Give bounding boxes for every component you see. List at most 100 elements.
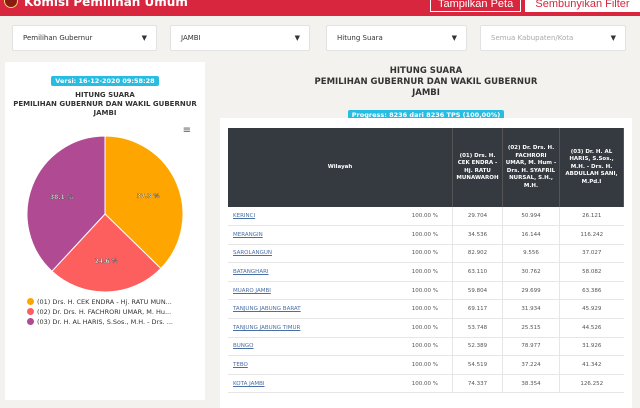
votes-03: 44.526 <box>559 318 624 338</box>
header-candidate-01[interactable]: (01) Drs. H. CEK ENDRA - Hj. RATU MUNAWA… <box>452 128 503 207</box>
progress-cell: 100.00 % <box>371 244 453 264</box>
votes-02: 78.977 <box>502 337 560 357</box>
votes-02: 38.354 <box>502 374 560 394</box>
votes-01: 74.337 <box>452 374 503 394</box>
select-value: JAMBI <box>181 34 201 42</box>
votes-03: 63.386 <box>559 281 624 301</box>
table-row: TANJUNG JABUNG TIMUR 100.00 % 53.748 25.515… <box>228 318 624 338</box>
progress-cell: 100.00 % <box>371 281 453 301</box>
version-badge: Versi: 16-12-2020 09:58:28 <box>51 76 159 86</box>
region-link[interactable]: KOTA JAMBI <box>228 374 372 394</box>
region-link[interactable]: BATANGHARI <box>228 262 372 282</box>
select-placeholder: Semua Kabupaten/Kota <box>491 34 574 42</box>
votes-02: 25.515 <box>502 318 560 338</box>
election-type-select[interactable]: Pemilihan Gubernur ▼ <box>12 25 157 51</box>
progress-cell: 100.00 % <box>371 207 453 227</box>
votes-02: 9.556 <box>502 244 560 264</box>
title-line: JAMBI <box>412 88 440 98</box>
progress-cell: 100.00 % <box>371 374 453 394</box>
legend-item[interactable]: (01) Drs. H. CEK ENDRA - Hj. RATU MUN... <box>27 297 173 307</box>
votes-01: 82.902 <box>452 244 503 264</box>
table-row: MUARO JAMBI 100.00 % 59.804 29.699 63.386 <box>228 281 624 301</box>
votes-01: 69.117 <box>452 299 503 320</box>
table-row: KERINCI 100.00 % 29.704 50.994 26.121 <box>228 207 624 227</box>
votes-03: 31.926 <box>559 337 624 357</box>
app-title: Komisi Pemilihan Umum <box>24 0 188 9</box>
table-row: SAROLANGUN 100.00 % 82.902 9.556 37.027 <box>228 244 624 264</box>
region-link[interactable]: MUARO JAMBI <box>228 281 372 301</box>
votes-02: 29.699 <box>502 281 560 301</box>
table-row: TANJUNG JABUNG BARAT 100.00 % 69.117 31.934… <box>228 299 624 320</box>
header-candidate-03[interactable]: (03) Dr. H. AL HARIS, S.Sos., M.H. - Drs… <box>559 128 624 207</box>
votes-01: 63.110 <box>452 262 503 282</box>
show-map-button[interactable]: Tampilkan Peta <box>430 0 522 12</box>
progress-cell: 100.00 % <box>371 262 453 282</box>
hamburger-icon[interactable]: ≡ <box>182 125 191 136</box>
pie-slice-2[interactable] <box>51 213 162 293</box>
progress-cell: 100.00 % <box>371 355 453 375</box>
top-navbar: Komisi Pemilihan Umum Tampilkan Peta Sem… <box>0 0 640 16</box>
votes-03: 116.242 <box>559 225 624 245</box>
region-link[interactable]: TEBO <box>228 355 372 375</box>
header-wilayah[interactable]: Wilayah <box>228 128 453 207</box>
table-row: BUNGO 100.00 % 52.389 78.977 31.926 <box>228 337 624 357</box>
regency-select[interactable]: Semua Kabupaten/Kota ▼ <box>480 25 626 51</box>
legend-dot-icon <box>27 298 34 305</box>
legend-label: (03) Dr. H. AL HARIS, S.Sos., M.H. - Drs… <box>37 318 173 326</box>
province-select[interactable]: JAMBI ▼ <box>170 25 310 51</box>
region-link[interactable]: MERANGIN <box>228 225 372 245</box>
title-line: HITUNG SUARA <box>389 66 463 76</box>
results-table-container: Wilayah (01) Drs. H. CEK ENDRA - Hj. RAT… <box>220 118 632 408</box>
legend-label: (02) Dr. Drs. H. FACHRORI UMAR, M. Hu... <box>37 308 172 316</box>
votes-03: 45.929 <box>559 299 624 320</box>
votes-03: 126.252 <box>559 374 624 394</box>
chart-panel: Versi: 16-12-2020 09:58:28 HITUNG SUARA … <box>5 62 205 400</box>
select-value: Hitung Suara <box>337 34 383 42</box>
pie-label-3: 38.1 % <box>50 194 73 201</box>
votes-03: 41.342 <box>559 355 624 375</box>
votes-03: 26.121 <box>559 207 624 227</box>
votes-02: 37.224 <box>502 355 560 375</box>
votes-02: 31.934 <box>502 299 560 320</box>
title-line: JAMBI <box>93 109 117 117</box>
pie-slice-3[interactable] <box>26 135 106 272</box>
progress-cell: 100.00 % <box>371 337 453 357</box>
caret-down-icon: ▼ <box>141 34 147 42</box>
votes-01: 59.804 <box>452 281 503 301</box>
region-link[interactable]: SAROLANGUN <box>228 244 372 264</box>
region-link[interactable]: TANJUNG JABUNG TIMUR <box>228 318 372 338</box>
hide-filter-button[interactable]: Sembunyikan Filter <box>525 0 640 12</box>
caret-down-icon: ▼ <box>610 34 616 42</box>
chart-title: HITUNG SUARA PEMILIHAN GUBERNUR DAN WAKI… <box>5 91 205 118</box>
pie-label-2: 24.6 % <box>95 258 118 265</box>
votes-01: 29.704 <box>452 207 503 227</box>
legend-item[interactable]: (03) Dr. H. AL HARIS, S.Sos., M.H. - Drs… <box>27 317 173 327</box>
caret-down-icon: ▼ <box>294 34 300 42</box>
caret-down-icon: ▼ <box>451 34 457 42</box>
results-title: HITUNG SUARA PEMILIHAN GUBERNUR DAN WAKI… <box>220 66 632 99</box>
table-row: MERANGIN 100.00 % 34.536 16.144 116.242 <box>228 225 624 245</box>
select-value: Pemilihan Gubernur <box>23 34 93 42</box>
region-link[interactable]: TANJUNG JABUNG BARAT <box>228 299 372 320</box>
kpu-logo <box>4 0 18 8</box>
table-row: KOTA JAMBI 100.00 % 74.337 38.354 126.252 <box>228 374 624 394</box>
progress-cell: 100.00 % <box>371 318 453 338</box>
votes-01: 54.519 <box>452 355 503 375</box>
votes-03: 37.027 <box>559 244 624 264</box>
region-link[interactable]: BUNGO <box>228 337 372 357</box>
chart-legend: (01) Drs. H. CEK ENDRA - Hj. RATU MUN...… <box>27 297 173 327</box>
header-candidate-02[interactable]: (02) Dr. Drs. H. FACHRORI UMAR, M. Hum -… <box>502 128 560 207</box>
pie-chart: 37.3 % 24.6 % 38.1 % <box>26 135 184 293</box>
votes-01: 53.748 <box>452 318 503 338</box>
title-line: PEMILIHAN GUBERNUR DAN WAKIL GUBERNUR <box>314 77 538 87</box>
votes-01: 52.389 <box>452 337 503 357</box>
progress-cell: 100.00 % <box>371 225 453 245</box>
legend-dot-icon <box>27 308 34 315</box>
legend-item[interactable]: (02) Dr. Drs. H. FACHRORI UMAR, M. Hu... <box>27 307 173 317</box>
region-link[interactable]: KERINCI <box>228 207 372 227</box>
data-type-select[interactable]: Hitung Suara ▼ <box>326 25 467 51</box>
votes-01: 34.536 <box>452 225 503 245</box>
title-line: HITUNG SUARA <box>75 91 135 99</box>
legend-label: (01) Drs. H. CEK ENDRA - Hj. RATU MUN... <box>37 298 172 306</box>
pie-slice-1[interactable] <box>104 135 184 270</box>
